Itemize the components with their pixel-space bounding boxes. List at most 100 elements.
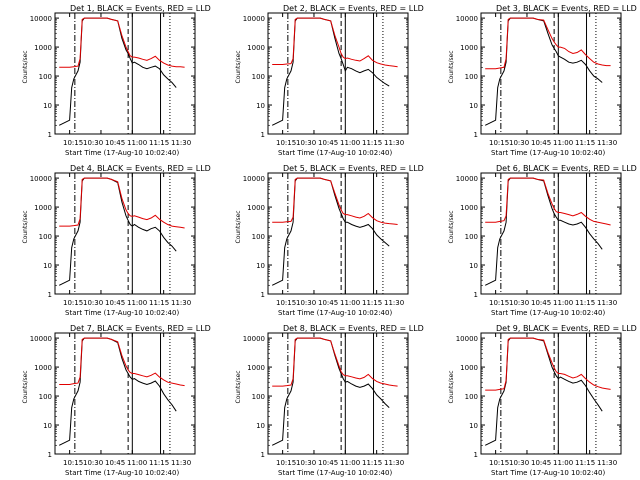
y-tick-label: 100 (39, 233, 52, 241)
plot-frame (480, 12, 622, 135)
y-axis-label: Counts/sec (235, 50, 242, 83)
y-tick-label: 1 (48, 451, 52, 459)
panel-title: Det 1, BLACK = Events, RED = LLD (70, 4, 211, 13)
y-tick-label: 1 (474, 451, 478, 459)
x-tick-label: 10:30 (509, 459, 529, 467)
y-tick-label: 1000 (460, 44, 478, 52)
y-tick-label: 100 (252, 73, 265, 81)
x-axis-label: Start Time (17-Aug-10 10:02:40) (65, 309, 179, 317)
x-tick-label: 10:45 (105, 459, 125, 467)
events-series-line (271, 17, 390, 126)
x-axis-label: Start Time (17-Aug-10 10:02:40) (278, 309, 392, 317)
y-tick-label: 1 (261, 131, 265, 139)
y-tick-label: 100 (39, 73, 52, 81)
x-tick-label: 10:15 (489, 139, 509, 147)
x-tick-label: 11:00 (127, 459, 147, 467)
x-tick-label: 11:15 (362, 299, 382, 307)
plot-frame (54, 12, 196, 135)
events-series-line (271, 177, 390, 286)
x-axis-label: Start Time (17-Aug-10 10:02:40) (491, 469, 605, 477)
y-axis-label: Counts/sec (448, 370, 455, 403)
x-tick-label: 10:30 (83, 459, 103, 467)
x-tick-label: 10:45 (531, 139, 551, 147)
y-tick-label: 10000 (456, 15, 478, 23)
panel-title: Det 2, BLACK = Events, RED = LLD (283, 4, 424, 13)
x-axis-label: Start Time (17-Aug-10 10:02:40) (65, 469, 179, 477)
y-tick-label: 1000 (34, 204, 52, 212)
x-tick-label: 10:30 (509, 139, 529, 147)
panel-det-3: Det 3, BLACK = Events, RED = LLD 1 10 100 10… (448, 4, 637, 157)
plot-frame (480, 172, 622, 295)
y-tick-label: 10000 (243, 175, 265, 183)
x-tick-label: 10:30 (296, 459, 316, 467)
y-tick-label: 1000 (247, 204, 265, 212)
lld-series-line (59, 337, 185, 387)
panel-det-1: Det 1, BLACK = Events, RED = LLD 1 10 100 10… (22, 4, 211, 157)
x-tick-label: 10:15 (63, 299, 83, 307)
y-tick-label: 1 (474, 291, 478, 299)
plot-frame (267, 12, 409, 135)
lld-series-line (485, 17, 611, 70)
x-axis-label: Start Time (17-Aug-10 10:02:40) (278, 149, 392, 157)
y-tick-label: 1000 (247, 44, 265, 52)
panel-title: Det 5, BLACK = Events, RED = LLD (283, 164, 424, 173)
x-tick-label: 10:30 (296, 299, 316, 307)
x-tick-label: 10:30 (83, 299, 103, 307)
y-axis-label: Counts/sec (235, 210, 242, 243)
x-tick-label: 10:15 (276, 299, 296, 307)
x-tick-label: 11:15 (149, 139, 169, 147)
x-tick-label: 10:15 (63, 459, 83, 467)
y-tick-label: 1000 (34, 44, 52, 52)
panel-title: Det 6, BLACK = Events, RED = LLD (496, 164, 637, 173)
x-axis-label: Start Time (17-Aug-10 10:02:40) (278, 469, 392, 477)
x-tick-label: 10:45 (105, 139, 125, 147)
panel-det-5: Det 5, BLACK = Events, RED = LLD 1 10 100 10… (235, 164, 424, 317)
y-tick-label: 10 (256, 102, 265, 110)
y-tick-label: 1 (474, 131, 478, 139)
y-axis-label: Counts/sec (22, 370, 29, 403)
x-tick-label: 11:15 (149, 299, 169, 307)
x-tick-label: 11:00 (340, 299, 360, 307)
x-tick-label: 11:30 (384, 459, 404, 467)
x-tick-label: 10:30 (296, 139, 316, 147)
x-tick-label: 10:15 (276, 459, 296, 467)
x-tick-label: 11:00 (127, 299, 147, 307)
panel-det-9: Det 9, BLACK = Events, RED = LLD 1 10 100 10… (448, 324, 637, 477)
lld-series-line (272, 337, 398, 387)
x-tick-label: 10:45 (318, 139, 338, 147)
x-tick-label: 11:30 (171, 459, 191, 467)
y-tick-label: 1 (261, 291, 265, 299)
y-tick-label: 10000 (30, 335, 52, 343)
y-axis-label: Counts/sec (235, 370, 242, 403)
x-tick-label: 11:00 (340, 459, 360, 467)
panel-title: Det 3, BLACK = Events, RED = LLD (496, 4, 637, 13)
y-tick-label: 10 (43, 422, 52, 430)
x-tick-label: 11:30 (597, 299, 617, 307)
y-tick-label: 100 (39, 393, 52, 401)
plot-frame (54, 172, 196, 295)
panel-det-8: Det 8, BLACK = Events, RED = LLD 1 10 100 10… (235, 324, 424, 477)
y-tick-label: 1 (48, 131, 52, 139)
y-axis-label: Counts/sec (22, 50, 29, 83)
x-tick-label: 10:30 (83, 139, 103, 147)
plot-frame (267, 172, 409, 295)
x-tick-label: 11:15 (149, 459, 169, 467)
y-tick-label: 1000 (460, 204, 478, 212)
panel-title: Det 7, BLACK = Events, RED = LLD (70, 324, 211, 333)
x-tick-label: 11:30 (597, 459, 617, 467)
panel-det-6: Det 6, BLACK = Events, RED = LLD 1 10 100 10… (448, 164, 637, 317)
x-tick-label: 11:00 (553, 459, 573, 467)
x-tick-label: 10:45 (318, 299, 338, 307)
panel-title: Det 4, BLACK = Events, RED = LLD (70, 164, 211, 173)
y-axis-label: Counts/sec (22, 210, 29, 243)
y-tick-label: 10000 (30, 15, 52, 23)
x-tick-label: 11:00 (340, 139, 360, 147)
y-tick-label: 10000 (456, 335, 478, 343)
y-tick-label: 100 (465, 73, 478, 81)
x-tick-label: 10:45 (318, 459, 338, 467)
x-tick-label: 10:15 (489, 459, 509, 467)
y-tick-label: 10 (43, 102, 52, 110)
panel-title: Det 8, BLACK = Events, RED = LLD (283, 324, 424, 333)
x-tick-label: 11:00 (127, 139, 147, 147)
